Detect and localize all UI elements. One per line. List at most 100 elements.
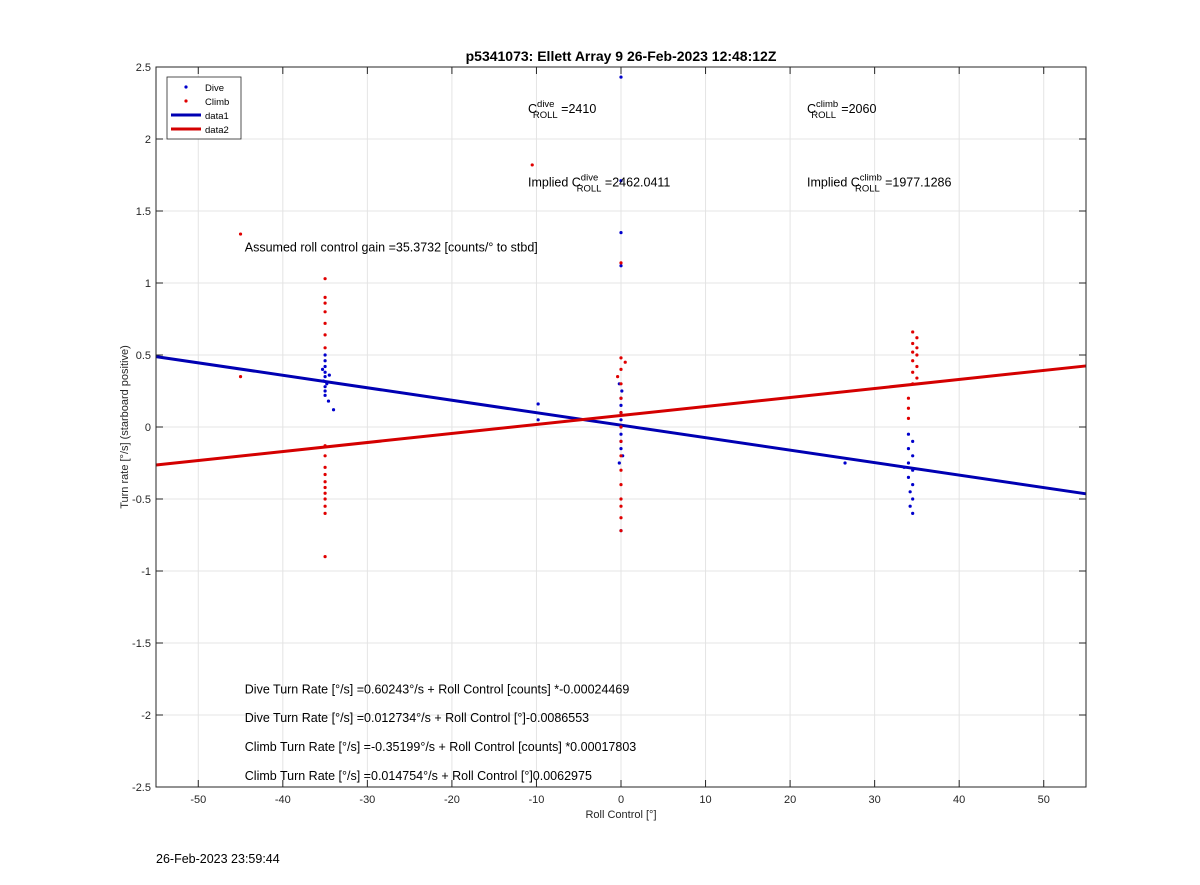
- annotation-prefix: C: [807, 102, 816, 116]
- axis-ticks: -50 -40 -30 -20 -10 0 10 20 30 40 50-2.5-2-1.5-1-0…: [132, 62, 1086, 806]
- point-dive: [323, 370, 327, 374]
- footer-timestamp: 26-Feb-2023 23:59:44: [156, 852, 280, 866]
- y-tick-label: 0.5: [136, 350, 151, 362]
- y-tick-label: -2: [141, 710, 151, 722]
- y-tick-label: -2.5: [132, 782, 151, 794]
- point-climb: [323, 497, 327, 501]
- point-dive: [619, 432, 623, 436]
- point-dive: [321, 379, 325, 383]
- point-climb: [323, 277, 327, 281]
- point-climb: [323, 472, 327, 477]
- point-climb: [619, 367, 623, 371]
- point-dive: [619, 179, 623, 183]
- point-climb: [238, 375, 243, 379]
- point-dive: [619, 75, 623, 79]
- x-tick-label: 40: [953, 794, 965, 806]
- point-climb: [530, 163, 534, 167]
- point-climb: [323, 480, 327, 484]
- x-tick-label: 50: [1038, 794, 1050, 806]
- annotation-prefix: Implied C: [807, 176, 860, 190]
- annotation-subscript: ROLL: [533, 110, 558, 121]
- point-dive: [323, 375, 327, 379]
- x-tick-label: -30: [359, 794, 375, 806]
- point-dive: [323, 353, 327, 357]
- point-dive: [331, 408, 336, 412]
- point-climb: [323, 321, 327, 325]
- x-tick-label: -10: [529, 794, 545, 806]
- point-climb: [619, 504, 623, 508]
- point-dive: [911, 497, 915, 501]
- annotation-eq3: Climb Turn Rate [°/s] =-0.35199°/s + Rol…: [245, 740, 637, 754]
- y-axis-label: Turn rate [°/s] (starboard positive): [119, 345, 131, 509]
- x-tick-label: 20: [784, 794, 796, 806]
- legend-label-dive: Dive: [205, 83, 224, 94]
- annotation-gain: Assumed roll control gain =35.3732 [coun…: [245, 240, 538, 254]
- point-climb: [619, 439, 623, 443]
- point-climb: [915, 376, 919, 380]
- point-dive: [619, 231, 623, 235]
- x-tick-label: -40: [275, 794, 291, 806]
- annotation-eq1: Dive Turn Rate [°/s] =0.60243°/s + Roll …: [245, 682, 630, 696]
- annotation-subscript: ROLL: [855, 184, 880, 195]
- point-climb: [323, 346, 327, 350]
- point-climb: [911, 350, 915, 354]
- point-climb: [323, 485, 327, 490]
- y-tick-label: -1.5: [132, 638, 151, 650]
- point-climb: [911, 341, 915, 346]
- point-climb: [619, 261, 623, 265]
- point-dive: [536, 418, 540, 422]
- point-dive: [911, 439, 915, 443]
- legend-label-climb: Climb: [205, 97, 229, 108]
- point-dive: [906, 475, 911, 479]
- point-climb: [323, 454, 327, 458]
- point-climb: [323, 333, 327, 337]
- point-climb: [323, 301, 327, 305]
- annotation-implied-climb: Implied Cclimb ROLL =1977.1286: [807, 173, 952, 195]
- legend-label-data2: data2: [205, 125, 229, 136]
- legend-marker-dive: [184, 85, 188, 89]
- point-climb: [323, 504, 327, 508]
- y-tick-label: 1: [145, 278, 151, 290]
- x-tick-label: 0: [618, 794, 624, 806]
- point-climb: [323, 511, 327, 515]
- point-dive: [911, 454, 915, 458]
- point-climb: [619, 411, 623, 415]
- annotation-eq4: Climb Turn Rate [°/s] =0.014754°/s + Rol…: [245, 769, 592, 783]
- point-climb: [915, 336, 919, 340]
- point-dive: [908, 504, 912, 508]
- point-climb: [911, 330, 915, 334]
- annotation-implied-dive: Implied Cdive ROLL =2462.0411: [528, 173, 670, 195]
- point-climb: [619, 516, 623, 520]
- point-climb: [906, 416, 911, 420]
- point-dive: [323, 359, 327, 363]
- point-climb: [323, 295, 327, 299]
- point-climb: [323, 310, 327, 314]
- point-climb: [915, 346, 919, 350]
- point-climb: [619, 425, 623, 429]
- point-climb: [906, 406, 911, 410]
- annotation-eq2: Dive Turn Rate [°/s] =0.012734°/s + Roll…: [245, 711, 589, 725]
- annotation-value: =1977.1286: [882, 176, 952, 190]
- point-dive: [911, 483, 915, 487]
- point-climb: [623, 360, 627, 364]
- x-tick-label: -50: [190, 794, 206, 806]
- point-climb: [619, 468, 623, 472]
- annotation-superscript: dive: [537, 99, 554, 110]
- point-climb: [619, 382, 623, 386]
- annotation-prefix: Implied C: [528, 176, 581, 190]
- legend: Dive Climb data1 data2: [166, 76, 242, 140]
- point-dive: [911, 468, 915, 472]
- annotation-superscript: dive: [581, 173, 598, 184]
- point-climb: [616, 375, 620, 379]
- point-climb: [619, 529, 623, 533]
- annotation-superscript: climb: [816, 99, 838, 110]
- point-dive: [619, 403, 623, 407]
- y-tick-label: 2: [145, 134, 151, 146]
- point-climb: [915, 364, 919, 369]
- x-tick-label: -20: [444, 794, 460, 806]
- point-dive: [323, 364, 327, 369]
- point-dive: [326, 399, 331, 403]
- x-tick-label: 30: [869, 794, 881, 806]
- point-dive: [327, 373, 331, 377]
